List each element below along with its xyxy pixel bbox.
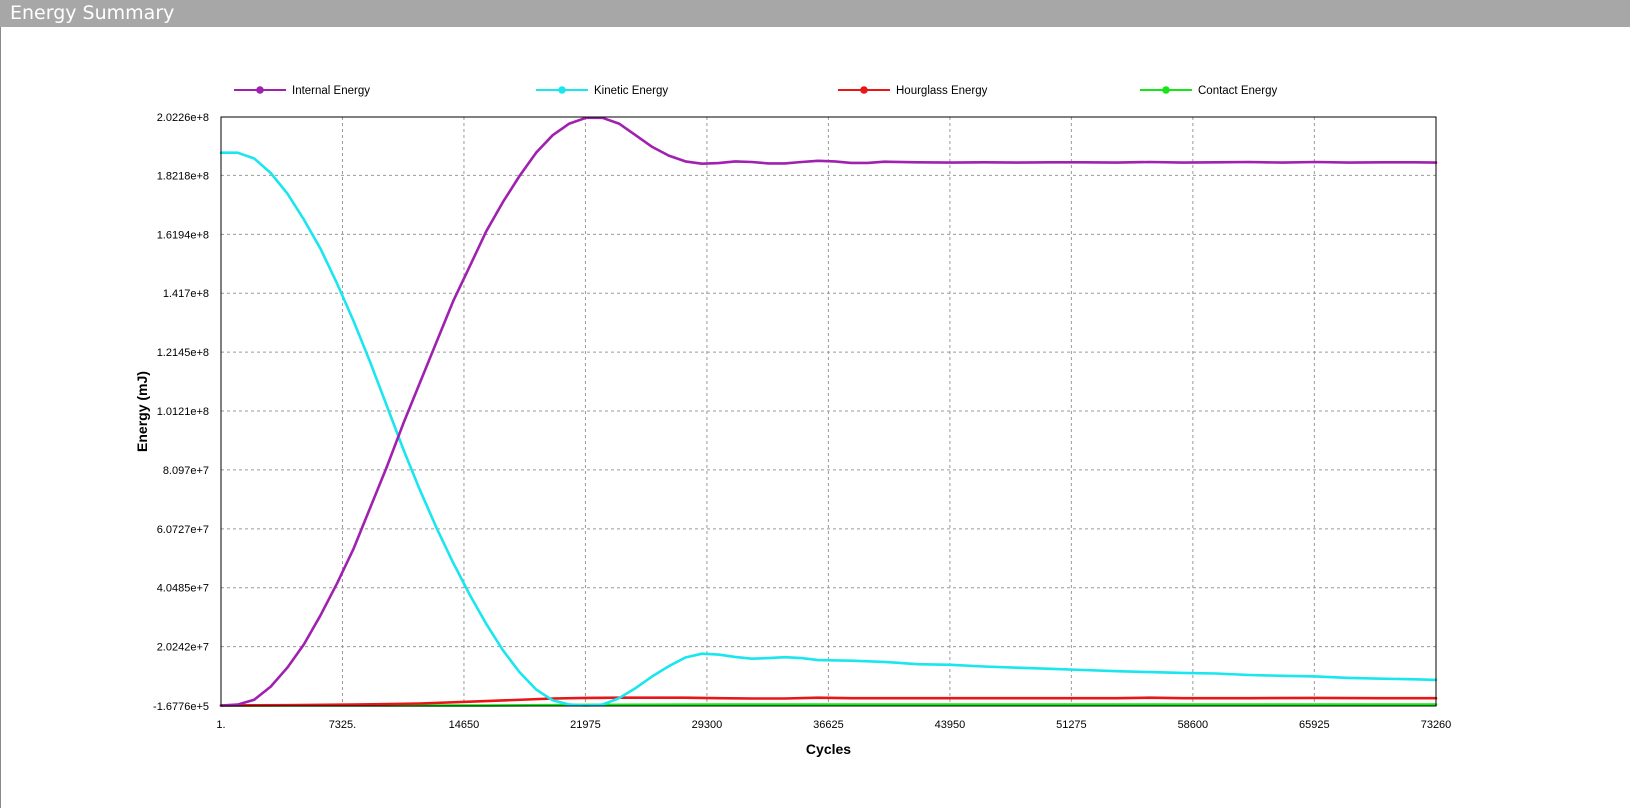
y-tick-label: 4.0485e+7 — [157, 583, 209, 595]
x-tick-label: 7325. — [329, 719, 357, 731]
x-tick-label: 21975 — [570, 719, 601, 731]
x-tick-label: 51275 — [1056, 719, 1087, 731]
y-tick-label: 1.417e+8 — [163, 288, 209, 300]
y-tick-label: 2.0242e+7 — [157, 642, 209, 654]
series-line-kinetic-energy — [219, 151, 1438, 707]
chart-panel: Internal Energy Kinetic Energy Hourglass E… — [0, 27, 1630, 808]
y-tick-label: 1.2145e+8 — [157, 347, 209, 359]
y-tick-label: 1.6194e+8 — [157, 229, 209, 241]
chart-grid — [221, 117, 1436, 706]
x-axis-title: Cycles — [806, 741, 851, 757]
x-tick-label: 43950 — [935, 719, 966, 731]
chart-legend: Internal Energy Kinetic Energy Hourglass E… — [234, 85, 1278, 97]
legend-marker — [860, 86, 868, 94]
y-tick-label: 1.0121e+8 — [157, 406, 209, 418]
series-line-hourglass-energy — [219, 696, 1438, 707]
y-axis-ticks: -1.6776e+5 2.0242e+7 4.0485e+7 6.0727e+7 8.0… — [153, 112, 209, 713]
x-tick-label: 14650 — [449, 719, 480, 731]
series-line-internal-energy — [219, 116, 1438, 707]
energy-chart: Internal Energy Kinetic Energy Hourglass E… — [134, 85, 1451, 757]
y-tick-label: 6.0727e+7 — [157, 524, 209, 536]
x-tick-label: 36625 — [813, 719, 844, 731]
legend-item-internal-energy: Internal Energy — [234, 85, 370, 97]
legend-marker — [256, 86, 264, 94]
y-tick-label: 1.8218e+8 — [157, 170, 209, 182]
y-tick-label: -1.6776e+5 — [153, 701, 209, 713]
y-axis-title: Energy (mJ) — [134, 371, 150, 452]
plot-frame — [220, 116, 1437, 707]
legend-label: Kinetic Energy — [594, 85, 668, 97]
legend-label: Hourglass Energy — [896, 85, 988, 97]
x-tick-label: 58600 — [1178, 719, 1209, 731]
legend-item-contact-energy: Contact Energy — [1140, 85, 1278, 97]
x-tick-label: 1. — [216, 719, 225, 731]
legend-item-hourglass-energy: Hourglass Energy — [838, 85, 988, 97]
x-axis-ticks: 1. 7325. 14650 21975 29300 36625 43950 51275 586… — [216, 719, 1451, 731]
x-tick-label: 29300 — [692, 719, 723, 731]
legend-label: Contact Energy — [1198, 85, 1278, 97]
legend-marker — [558, 86, 566, 94]
x-tick-label: 65925 — [1299, 719, 1330, 731]
window-title-bar: Energy Summary — [0, 0, 1630, 27]
y-tick-label: 8.097e+7 — [163, 465, 209, 477]
y-tick-label: 2.0226e+8 — [157, 112, 209, 124]
legend-marker — [1162, 86, 1170, 94]
legend-label: Internal Energy — [292, 85, 370, 97]
window-title: Energy Summary — [10, 2, 175, 24]
x-tick-label: 73260 — [1421, 719, 1452, 731]
legend-item-kinetic-energy: Kinetic Energy — [536, 85, 668, 97]
